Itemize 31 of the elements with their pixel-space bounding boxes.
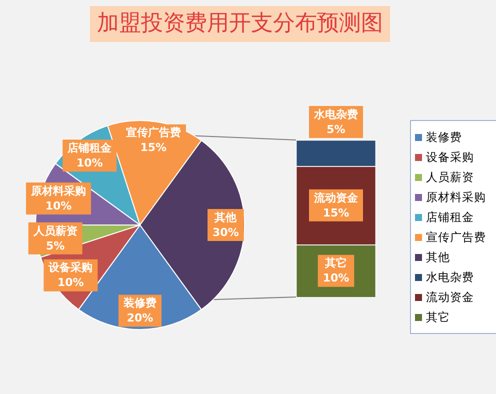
- data-label: 15%: [322, 206, 350, 220]
- slice-label: 原材料采购: [30, 184, 86, 198]
- legend-label: 原材料采购: [426, 190, 486, 204]
- legend-label: 人员薪资: [426, 170, 474, 184]
- legend-label: 流动资金: [426, 290, 474, 304]
- legend-label: 宣传广告费: [426, 230, 486, 244]
- data-label: 20%: [126, 312, 154, 325]
- text: 其它: [325, 256, 347, 270]
- legend-label: 装修费: [426, 130, 462, 144]
- slice-label: 店铺租金: [66, 142, 113, 155]
- slice-label: 装修费: [122, 296, 156, 310]
- slice-label: 其他: [214, 210, 238, 224]
- slice-label: 人员薪资: [32, 224, 78, 238]
- legend-label: 水电杂费: [426, 270, 474, 284]
- legend-label: 其他: [426, 250, 450, 264]
- data-label: 10%: [76, 156, 103, 170]
- legend-label: 其它: [426, 310, 450, 324]
- data-label: 10%: [322, 272, 350, 285]
- text: 流动资金: [314, 191, 358, 204]
- data-label: 10%: [58, 276, 84, 290]
- data-label: 30%: [212, 226, 239, 239]
- legend-label: 店铺租金: [426, 210, 474, 224]
- data-label: 10%: [45, 199, 72, 212]
- chart-title: 加盟投资费用开支分布预测图: [90, 6, 390, 42]
- slice-label: 设备采购: [48, 261, 93, 274]
- legend-label: 设备采购: [426, 150, 474, 164]
- text: 水电杂费: [314, 108, 358, 121]
- data-label: 5%: [46, 239, 65, 252]
- data-label: 15%: [140, 141, 167, 154]
- slice-label: 宣传广告费: [126, 126, 181, 140]
- data-label: 5%: [326, 122, 346, 136]
